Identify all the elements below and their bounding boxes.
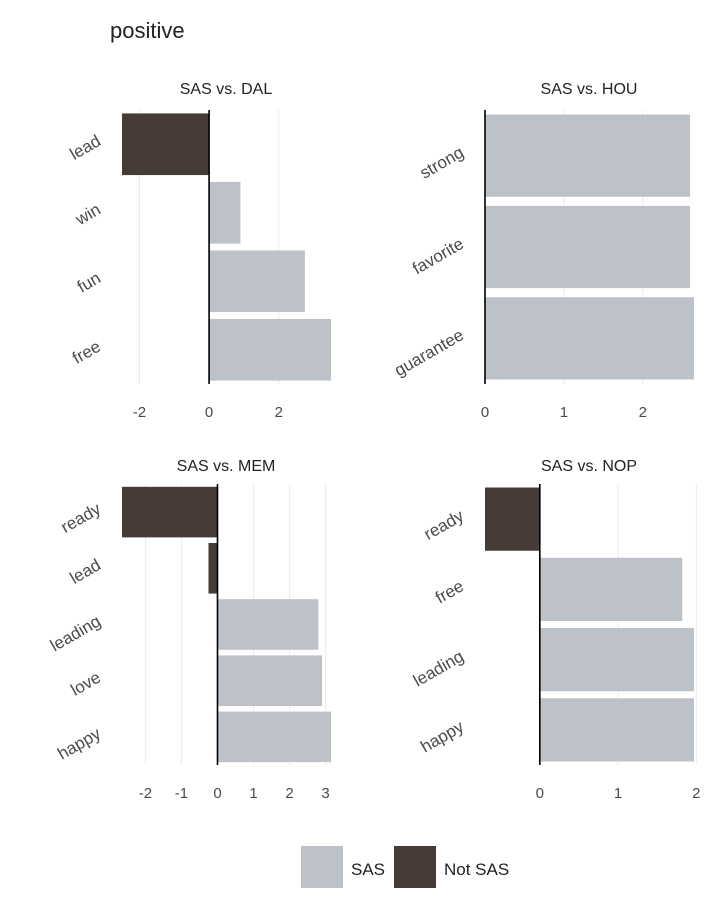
category-label: happy [54, 724, 104, 764]
category-label: ready [421, 506, 468, 544]
category-label: guarantee [391, 325, 467, 380]
category-label: free [69, 337, 104, 368]
x-tick-label: 2 [285, 785, 293, 802]
category-label: leading [410, 647, 467, 691]
bar-happy [217, 711, 331, 763]
bar-ready [485, 487, 540, 551]
bar-ready [122, 486, 218, 538]
category-label: free [432, 576, 467, 607]
bar-strong [485, 114, 691, 197]
x-tick-label: 1 [560, 404, 568, 421]
category-label: lead [67, 555, 104, 588]
category-label: lead [67, 131, 104, 164]
bar-lead [122, 113, 210, 176]
x-tick-label: 0 [481, 404, 489, 421]
bar-free [539, 557, 683, 621]
bar-happy [539, 698, 694, 762]
bar-win [209, 181, 241, 244]
legend-label: Not SAS [444, 860, 509, 879]
panel-title: SAS vs. NOP [541, 458, 637, 475]
x-tick-label: -2 [133, 404, 146, 421]
x-tick-label: -1 [175, 785, 188, 802]
category-label: love [67, 668, 104, 700]
category-label: leading [47, 612, 104, 656]
x-tick-label: 0 [205, 404, 213, 421]
category-label: favorite [409, 234, 467, 278]
category-label: fun [74, 268, 104, 296]
chart-title: positive [110, 18, 185, 43]
x-tick-label: 0 [536, 785, 544, 802]
legend-key [301, 846, 343, 888]
bar-free [209, 318, 331, 381]
category-label: ready [58, 499, 105, 537]
legend-key [394, 846, 436, 888]
x-tick-label: 2 [692, 785, 700, 802]
panel-3: SAS vs. NOP ready free leading happy 0 1 2 [410, 458, 701, 802]
bar-lead [208, 543, 218, 594]
bar-fun [209, 250, 305, 313]
category-label: strong [417, 143, 467, 183]
x-tick-label: 2 [639, 404, 647, 421]
bar-leading [539, 628, 694, 692]
x-tick-label: 3 [321, 785, 329, 802]
bar-love [217, 655, 322, 706]
legend: SAS Not SAS [301, 846, 509, 888]
panel-title: SAS vs. HOU [541, 81, 638, 98]
bar-guarantee [485, 297, 694, 380]
category-label: happy [417, 717, 467, 757]
bar-favorite [485, 205, 691, 289]
panel-2: SAS vs. MEM ready lead leading love happy -2 -1… [47, 458, 331, 802]
x-tick-label: 1 [249, 785, 257, 802]
x-tick-label: 0 [213, 785, 221, 802]
x-tick-label: 1 [614, 785, 622, 802]
panel-title: SAS vs. MEM [177, 458, 276, 475]
panel-1: SAS vs. HOU strong favorite guarantee 0 1 2 [391, 81, 694, 421]
x-tick-label: -2 [139, 785, 152, 802]
bar-leading [217, 599, 319, 650]
panel-title: SAS vs. DAL [180, 81, 273, 98]
x-tick-label: 2 [275, 404, 283, 421]
panel-0: SAS vs. DAL lead win fun free -2 0 2 [67, 81, 331, 421]
legend-label: SAS [351, 860, 385, 879]
category-label: win [72, 200, 104, 230]
